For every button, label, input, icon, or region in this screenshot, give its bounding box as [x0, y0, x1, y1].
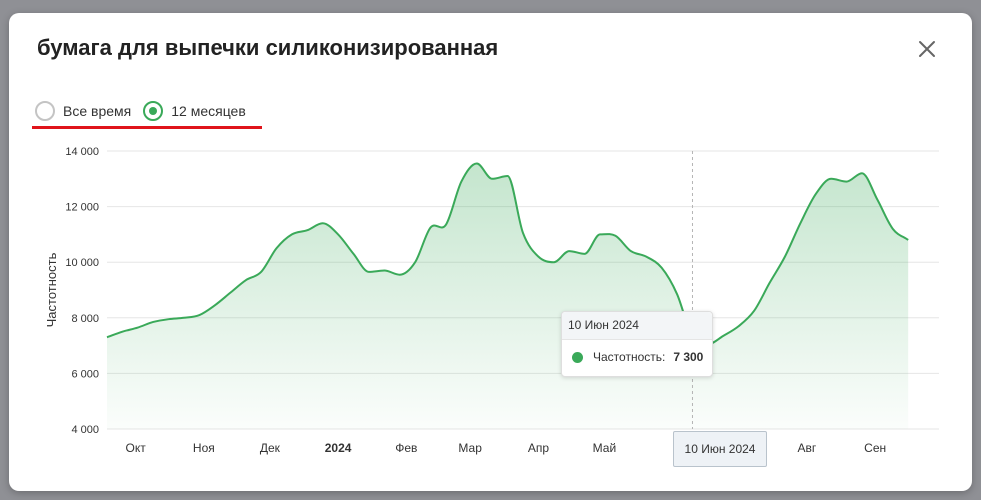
tooltip-series-dot — [572, 351, 583, 363]
x-tick-label: Окт — [126, 441, 147, 455]
x-tick-label: Авг — [798, 441, 817, 455]
x-tick-label: Апр — [528, 441, 550, 455]
x-tick-label: Ноя — [193, 441, 215, 455]
y-tick-label: 8 000 — [71, 313, 99, 325]
radio-12-months-label: 12 месяцев — [171, 103, 246, 119]
period-highlight-underline — [32, 126, 262, 129]
x-tick-label: 2024 — [325, 441, 352, 455]
tooltip-value: 7 300 — [673, 350, 704, 364]
tooltip-date: 10 Июн 2024 — [562, 312, 712, 340]
x-axis-crosshair-label: 10 Июн 2024 — [673, 431, 767, 467]
y-tick-label: 12 000 — [65, 202, 99, 214]
x-tick-label: Фев — [395, 441, 417, 455]
chart-tooltip: 10 Июн 2024 Частотность: 7 300 — [561, 311, 713, 377]
tooltip-series-label: Частотность: — [593, 350, 666, 364]
radio-12-months-circle[interactable] — [143, 101, 164, 121]
radio-all-time-circle[interactable] — [35, 101, 55, 121]
frequency-chart[interactable]: 4 000 6 000 8 000 10 000 12 000 14 000 Частотн… — [9, 13, 972, 491]
series-line — [106, 162, 909, 346]
y-tick-label: 4 000 — [71, 424, 99, 436]
radio-12-months[interactable]: 12 месяцев — [143, 101, 246, 121]
chart-modal: бумага для выпечки силиконизированная Вс… — [9, 13, 972, 491]
radio-all-time[interactable]: Все время — [35, 101, 131, 121]
y-tick-label: 14 000 — [65, 146, 99, 158]
x-tick-label: Сен — [864, 441, 886, 455]
tooltip-row: Частотность: 7 300 — [562, 340, 712, 364]
x-tick-label: Дек — [260, 441, 281, 455]
radio-all-time-label: Все время — [63, 103, 132, 119]
modal-title: бумага для выпечки силиконизированная — [37, 35, 499, 60]
x-tick-label: Май — [593, 441, 617, 455]
close-icon — [919, 41, 935, 57]
y-tick-label: 10 000 — [65, 257, 99, 269]
close-button[interactable] — [915, 37, 939, 61]
y-tick-label: 6 000 — [71, 368, 99, 380]
y-axis-label: Частотность — [44, 252, 59, 327]
x-tick-label: Мар — [458, 441, 482, 455]
period-radio-group: Все время 12 месяцев — [35, 99, 258, 123]
